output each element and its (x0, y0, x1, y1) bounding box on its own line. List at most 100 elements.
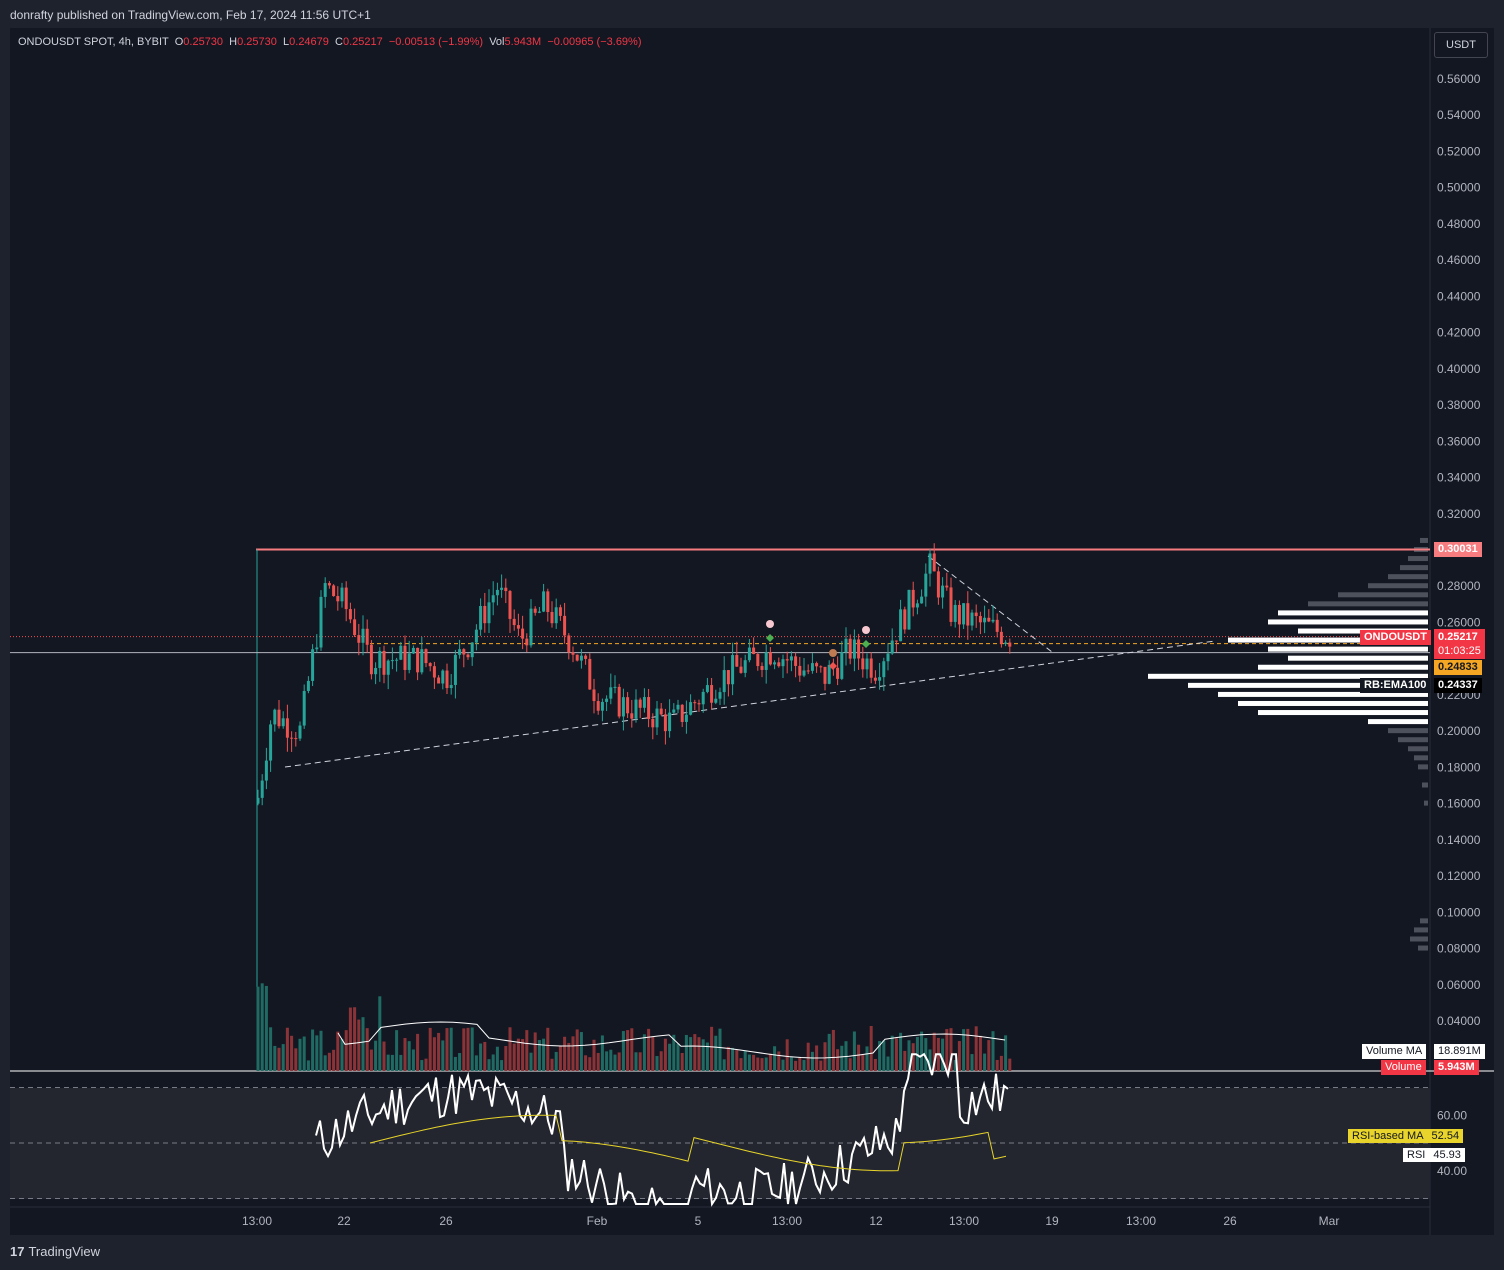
volume-bar (571, 1036, 575, 1071)
bar-countdown: 01:03:25 (1438, 645, 1481, 657)
volume-bar (592, 1039, 596, 1071)
candle-body (957, 604, 961, 625)
volume-bar (516, 1038, 520, 1071)
volume-bar (378, 996, 382, 1071)
volume-bar (647, 1028, 651, 1071)
volume-bar (756, 1057, 760, 1071)
candle-body (298, 725, 302, 739)
volume-bar (634, 1052, 638, 1071)
candle-body (630, 713, 634, 719)
support-trendline (284, 640, 1216, 768)
volume-bar (533, 1032, 537, 1071)
candle-body (323, 583, 327, 597)
candle-body (579, 655, 583, 661)
candle-body (634, 699, 638, 719)
volume-bar (705, 1042, 709, 1071)
candle-body (668, 712, 672, 732)
candle-body (428, 663, 432, 667)
symbol-label[interactable]: ONDOUSDT SPOT, 4h, BYBIT (18, 36, 169, 48)
volume-bar (999, 1055, 1003, 1071)
candle-body (626, 697, 630, 714)
volume-bar (613, 1054, 617, 1071)
candle-body (600, 701, 604, 711)
volume-profile-bar (1288, 655, 1428, 661)
symbol-tag: ONDOUSDT (1360, 630, 1431, 645)
volume-bar (348, 1007, 352, 1071)
candle-body (810, 663, 814, 671)
volume-bar (558, 1045, 562, 1071)
volume-bar (697, 1037, 701, 1071)
candle-body (899, 609, 903, 642)
high-label: H (229, 36, 238, 48)
volume-bar (512, 1043, 516, 1071)
candle-body (390, 660, 394, 662)
price-tick-label: 0.04000 (1437, 1014, 1481, 1028)
low-value: 0.24679 (289, 36, 329, 48)
volume-bar (928, 1049, 932, 1071)
candle-body (714, 698, 718, 703)
candle-body (886, 653, 890, 662)
volume-bar (424, 1058, 428, 1071)
volume-bar (802, 1060, 806, 1071)
candle-body (693, 702, 697, 704)
volume-bar (273, 1045, 277, 1071)
candle-body (857, 639, 861, 659)
candle-body (894, 640, 898, 642)
candle-body (869, 658, 873, 678)
volume-profile-bar (1420, 537, 1428, 543)
candle-body (495, 589, 499, 596)
bull-icon (766, 620, 774, 628)
volume-bar (428, 1027, 432, 1071)
volume-bar (827, 1033, 831, 1071)
volume-bar (920, 1031, 924, 1071)
price-tick-label: 0.38000 (1437, 398, 1481, 412)
volume-bar (626, 1030, 630, 1071)
volume-bar (714, 1035, 718, 1071)
volume-bar (290, 1035, 294, 1071)
volume-bar (495, 1046, 499, 1071)
volume-bar (466, 1027, 470, 1071)
price-tick-label: 0.46000 (1437, 253, 1481, 267)
candle-body (483, 606, 487, 624)
candle-body (374, 667, 378, 675)
currency-button[interactable]: USDT (1434, 32, 1488, 58)
volume-bar (794, 1060, 798, 1071)
volume-bar (1004, 1035, 1008, 1071)
volume-bar (638, 1052, 642, 1071)
volume-bar (298, 1038, 302, 1071)
volume-bar (953, 1059, 957, 1071)
candle-body (407, 653, 411, 670)
price-tick-label: 0.50000 (1437, 181, 1481, 195)
volume-bar (311, 1029, 315, 1071)
candle-body (550, 612, 554, 624)
candle-body (852, 639, 856, 659)
time-tick-label: 13:00 (949, 1214, 979, 1228)
volume-bar (319, 1030, 323, 1071)
volume-bar (277, 1047, 281, 1071)
volume-bar (416, 1033, 420, 1071)
close-label: C (335, 36, 343, 48)
candle-body (420, 649, 424, 673)
volume-bar (768, 1053, 772, 1071)
volume-bar (596, 1052, 600, 1071)
candle-body (995, 619, 999, 632)
price-tick-label: 0.06000 (1437, 978, 1481, 992)
tradingview-footer[interactable]: 17 TradingView (10, 1244, 100, 1259)
candle-body (290, 737, 294, 739)
time-tick-label: 19 (1045, 1214, 1059, 1228)
volume-bar (470, 1027, 474, 1071)
candle-body (617, 686, 621, 717)
candle-body (592, 689, 596, 702)
candle-body (386, 660, 390, 675)
candle-body (873, 677, 877, 681)
volume-bar (365, 1028, 369, 1071)
volume-bar (563, 1036, 567, 1071)
candle-body (584, 655, 588, 659)
volume-bar (924, 1038, 928, 1071)
volume-bar (878, 1041, 882, 1071)
rsi-ma-tag: RSI-based MA 52.54 (1348, 1129, 1464, 1143)
candle-body (575, 654, 579, 661)
candle-body (983, 617, 987, 623)
volume-profile-bar (1388, 574, 1428, 580)
